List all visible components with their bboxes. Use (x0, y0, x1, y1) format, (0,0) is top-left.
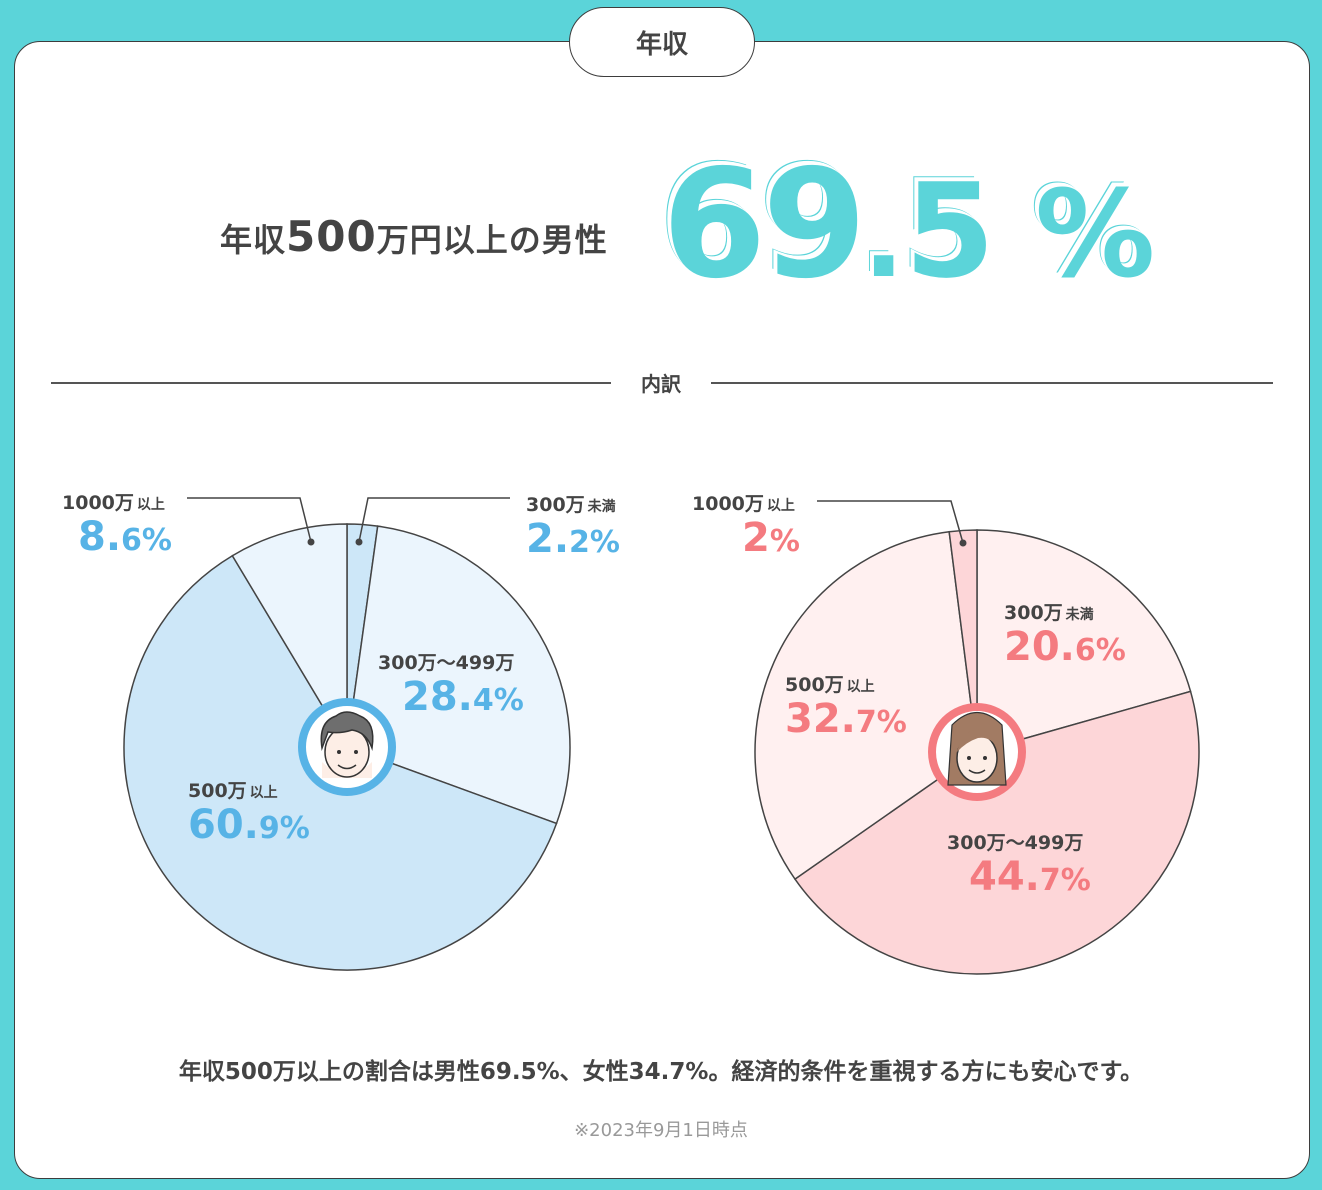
male-pie-chart (123, 523, 571, 971)
headline-prefix: 年収 (220, 221, 287, 259)
divider-line-right (711, 382, 1273, 384)
leader-male-1000 (187, 497, 312, 543)
leader-male-300-under (358, 497, 510, 543)
pie-slice (346, 525, 571, 825)
female-label-under-300: 300万 未満 20.6% (1004, 602, 1126, 670)
divider-line-left (51, 382, 611, 384)
big-stat-int: 69 (662, 138, 867, 312)
leader-female-1000 (817, 500, 964, 544)
female-label-300-499: 300万～499万 44.7% (947, 832, 1091, 900)
male-label-500-over: 500万 以上 60.9% (188, 780, 310, 848)
headline-suffix: 万円以上の男性 (376, 221, 608, 259)
male-avatar-icon (298, 698, 396, 796)
leader-dots (307, 538, 967, 547)
big-stat: 69. 5% (662, 138, 1155, 312)
female-avatar-icon (928, 703, 1026, 801)
female-pie-chart (754, 529, 1200, 975)
male-label-under-300: 300万 未満 2.2% (526, 494, 620, 562)
headline-number: 500 (286, 212, 377, 261)
female-label-500-over: 500万 以上 32.7% (785, 674, 907, 742)
pie-slice (976, 529, 1192, 753)
pie-slice (793, 690, 1200, 975)
section-tab-label: 年収 (635, 29, 688, 60)
big-stat-dot: . (862, 174, 905, 302)
headline: 年収500万円以上の男性 (220, 212, 608, 261)
pie-slice (754, 530, 978, 881)
pie-slice (231, 523, 348, 750)
male-label-300-499: 300万～499万 28.4% (378, 652, 524, 720)
male-label-1000-over: 1000万 以上 8.6% (62, 492, 172, 560)
section-tab: 年収 (569, 7, 755, 77)
breakdown-label: 内訳 (641, 372, 681, 396)
summary-text: 年収500万以上の割合は男性69.5%、女性34.7%。経済的条件を重視する方に… (178, 1059, 1144, 1085)
pie-slice (948, 529, 978, 753)
date-note: ※2023年9月1日時点 (574, 1120, 748, 1141)
leader-lines (187, 497, 964, 544)
female-label-1000-over: 1000万 以上 2% (692, 493, 800, 561)
big-stat-percent: % (1035, 166, 1156, 305)
big-stat-dec: 5 (904, 155, 996, 307)
